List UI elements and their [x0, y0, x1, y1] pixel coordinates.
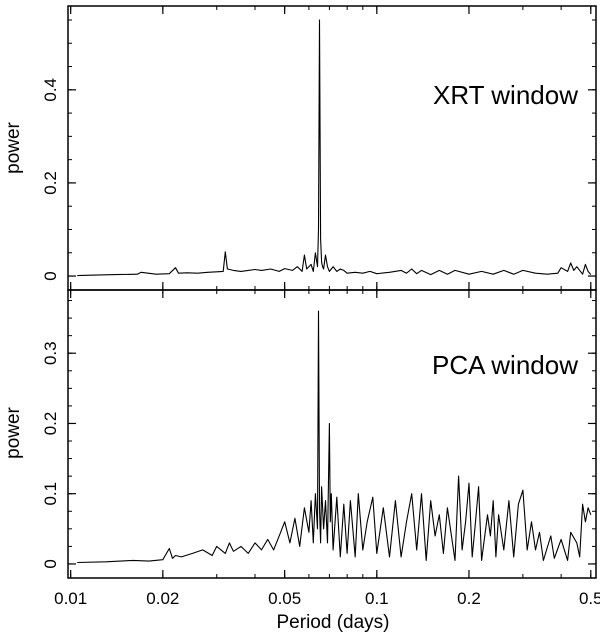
x-axis-label: Period (days)	[277, 612, 390, 633]
y-tick-label: 0.2	[41, 171, 60, 195]
x-tick-label: 0.1	[365, 589, 389, 608]
y-tick-label: 0.1	[41, 482, 60, 506]
panel-frame-top	[67, 5, 597, 291]
y-tick-label: 0.3	[41, 341, 60, 365]
chart-marks: 0 0.2 0.4 0 0.1 0.2 0.3 0.01 0.02 0.05 0.1 0.2 0.5	[41, 6, 600, 608]
y-tick-label: 0.4	[41, 78, 60, 102]
y-axis-label-top: power	[3, 121, 24, 173]
x-tick-label: 0.5	[579, 589, 600, 608]
panel-label-xrt: XRT window	[433, 80, 578, 110]
x-tick-label: 0.01	[54, 589, 87, 608]
panel-frame-bottom	[67, 289, 597, 579]
panel-label-pca: PCA window	[432, 350, 578, 380]
y-tick-label: 0.2	[41, 412, 60, 436]
series-line-pca	[77, 310, 592, 564]
y-axis-label-bottom: power	[3, 406, 24, 458]
y-tick-label: 0	[41, 271, 60, 280]
series-line-xrt	[77, 19, 592, 277]
x-tick-label: 0.02	[146, 589, 179, 608]
x-tick-label: 0.05	[268, 589, 301, 608]
x-tick-label: 0.2	[457, 589, 481, 608]
y-tick-label: 0	[41, 559, 60, 568]
